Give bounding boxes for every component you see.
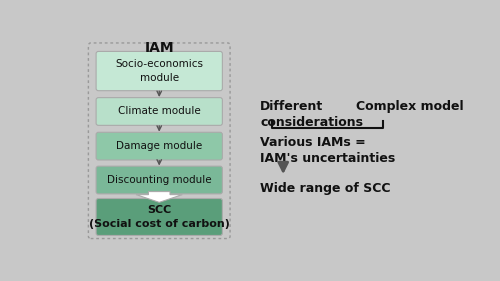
Text: Complex model: Complex model <box>356 100 464 113</box>
FancyBboxPatch shape <box>96 166 222 194</box>
FancyBboxPatch shape <box>96 132 222 160</box>
Text: IAM: IAM <box>144 41 174 55</box>
Text: Wide range of SCC: Wide range of SCC <box>260 182 390 195</box>
Text: SCC
(Social cost of carbon): SCC (Social cost of carbon) <box>89 205 230 228</box>
FancyBboxPatch shape <box>96 98 222 125</box>
Text: Damage module: Damage module <box>116 141 202 151</box>
Text: Socio-economics
module: Socio-economics module <box>115 60 203 83</box>
FancyBboxPatch shape <box>96 51 222 91</box>
Text: Discounting module: Discounting module <box>107 175 212 185</box>
Text: Climate module: Climate module <box>118 106 200 117</box>
FancyBboxPatch shape <box>96 198 222 235</box>
Text: Different
considerations: Different considerations <box>260 100 363 129</box>
Polygon shape <box>136 192 182 202</box>
Text: Various IAMs =
IAM's uncertainties: Various IAMs = IAM's uncertainties <box>260 136 396 165</box>
